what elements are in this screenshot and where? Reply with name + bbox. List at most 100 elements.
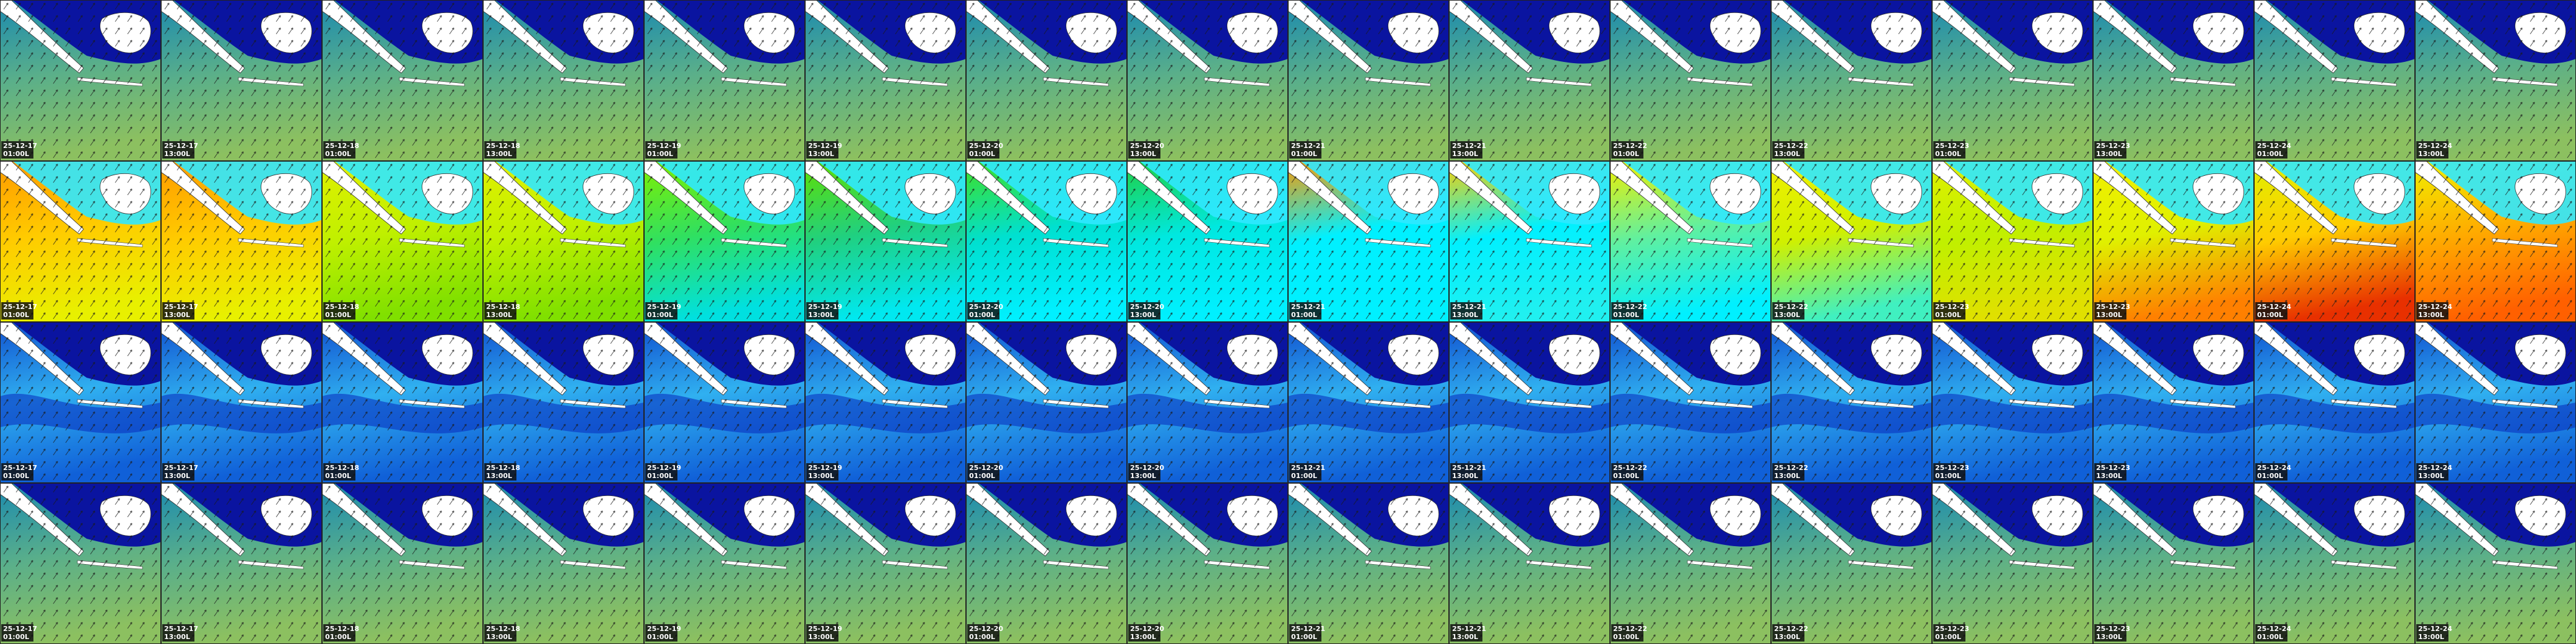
wind-arrows bbox=[1127, 322, 1288, 483]
wind-arrows bbox=[1610, 0, 1771, 161]
frame-time: 01:00L bbox=[2257, 472, 2283, 480]
frame-time: 13:00L bbox=[1130, 311, 1156, 319]
frame-date: 25-12-19 bbox=[647, 625, 681, 633]
label-box bbox=[806, 141, 838, 159]
frame-border bbox=[161, 161, 322, 322]
wind-arrows bbox=[1449, 0, 1610, 161]
frame-border bbox=[1610, 161, 1771, 322]
frame-date: 25-12-21 bbox=[1291, 142, 1325, 150]
wind-arrows bbox=[0, 0, 161, 161]
wind-arrows bbox=[161, 483, 322, 644]
frame-time: 01:00L bbox=[325, 150, 351, 158]
wind-arrows bbox=[2254, 161, 2415, 322]
frame-time: 13:00L bbox=[808, 150, 834, 158]
frame-date: 25-12-23 bbox=[2096, 303, 2130, 311]
frame-time: 13:00L bbox=[164, 311, 190, 319]
label-box bbox=[1772, 302, 1804, 320]
frame-time: 01:00L bbox=[969, 311, 995, 319]
frame-border bbox=[1449, 161, 1610, 322]
frame-time: 13:00L bbox=[1130, 633, 1156, 641]
frame-border bbox=[161, 322, 322, 483]
frame-date: 25-12-24 bbox=[2418, 303, 2452, 311]
frame-border bbox=[2093, 322, 2254, 483]
frame-border bbox=[2093, 161, 2254, 322]
frame-date: 25-12-18 bbox=[486, 142, 520, 150]
frame-time: 13:00L bbox=[808, 311, 834, 319]
wind-arrows bbox=[1127, 483, 1288, 644]
label-box bbox=[484, 624, 516, 642]
label-box bbox=[2094, 463, 2126, 481]
frame-date: 25-12-24 bbox=[2257, 625, 2291, 633]
frame-time: 01:00L bbox=[2257, 633, 2283, 641]
frame-date: 25-12-23 bbox=[1935, 142, 1969, 150]
frame-date: 25-12-24 bbox=[2418, 464, 2452, 472]
label-box bbox=[2094, 624, 2126, 642]
frame-border bbox=[161, 0, 322, 161]
frame-time: 01:00L bbox=[1613, 472, 1639, 480]
wind-arrows bbox=[2415, 483, 2576, 644]
label-box bbox=[1128, 463, 1160, 481]
label-box bbox=[1933, 141, 1965, 159]
label-box bbox=[2416, 302, 2448, 320]
frame-time: 01:00L bbox=[1935, 311, 1961, 319]
label-box bbox=[1611, 302, 1643, 320]
frame-date: 25-12-19 bbox=[647, 303, 681, 311]
frame-date: 25-12-19 bbox=[647, 464, 681, 472]
label-box bbox=[2094, 302, 2126, 320]
wind-arrows bbox=[483, 0, 644, 161]
frame-date: 25-12-23 bbox=[1935, 464, 1969, 472]
wind-arrows bbox=[644, 322, 805, 483]
frame-date: 25-12-23 bbox=[2096, 625, 2130, 633]
frame-date: 25-12-18 bbox=[486, 464, 520, 472]
wind-arrows bbox=[805, 161, 966, 322]
frame-date: 25-12-24 bbox=[2418, 625, 2452, 633]
label-box bbox=[1, 141, 33, 159]
frame-time: 13:00L bbox=[1452, 633, 1478, 641]
label-box bbox=[645, 141, 677, 159]
label-box bbox=[1611, 463, 1643, 481]
frame-time: 13:00L bbox=[1130, 150, 1156, 158]
label-box bbox=[1289, 302, 1321, 320]
label-box bbox=[484, 463, 516, 481]
wind-arrows bbox=[2415, 0, 2576, 161]
frame-border bbox=[2254, 322, 2415, 483]
frame-time: 01:00L bbox=[969, 633, 995, 641]
label-box bbox=[1128, 624, 1160, 642]
wind-arrows bbox=[322, 161, 483, 322]
wind-arrows bbox=[1610, 322, 1771, 483]
frame-border bbox=[1449, 0, 1610, 161]
frame-time: 01:00L bbox=[325, 472, 351, 480]
wind-arrows bbox=[2093, 322, 2254, 483]
wind-arrows bbox=[1449, 483, 1610, 644]
frame-time: 01:00L bbox=[325, 311, 351, 319]
frame-date: 25-12-20 bbox=[969, 142, 1003, 150]
frame-time: 01:00L bbox=[1935, 150, 1961, 158]
frame-border bbox=[1449, 322, 1610, 483]
wind-arrows bbox=[1288, 483, 1449, 644]
frame-date: 25-12-18 bbox=[325, 303, 359, 311]
label-box bbox=[2255, 141, 2287, 159]
frame-date: 25-12-17 bbox=[3, 303, 37, 311]
